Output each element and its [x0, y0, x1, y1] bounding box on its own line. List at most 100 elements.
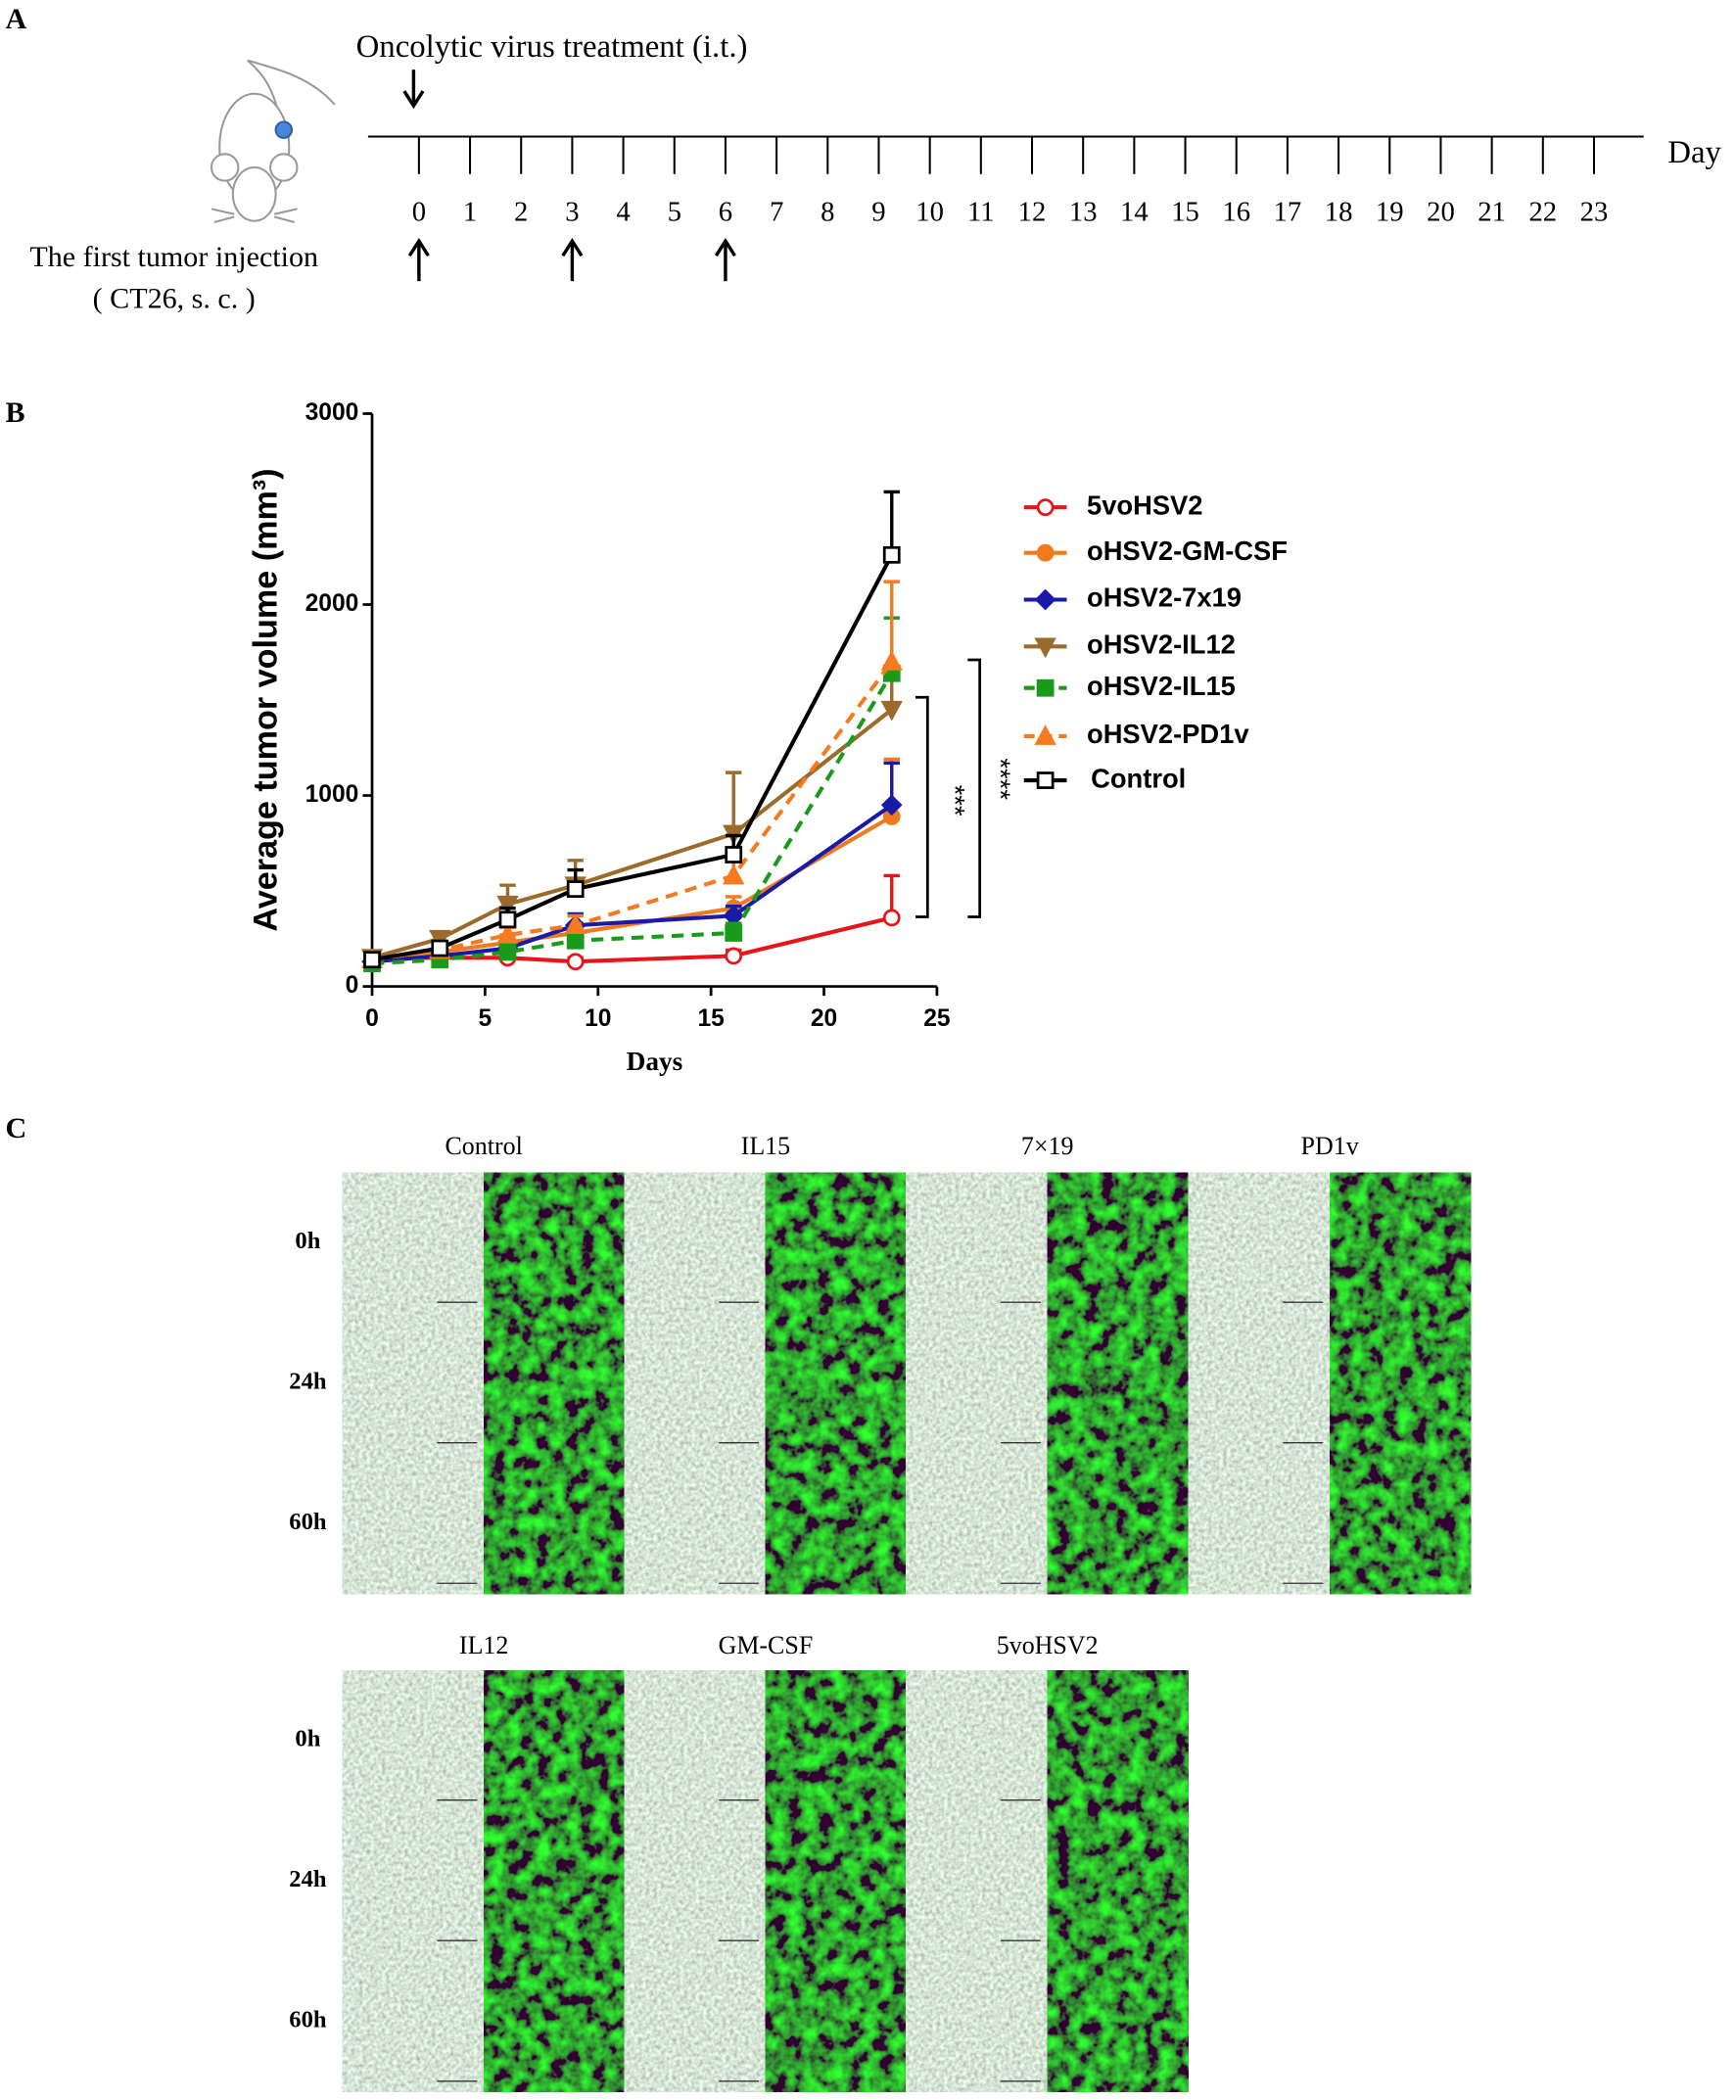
timeline-axis-label: Day [1667, 135, 1721, 170]
legend-marker [1036, 771, 1055, 789]
day-label: 7 [770, 196, 783, 227]
annotation: **** [986, 758, 1016, 800]
treatment-arrow [407, 237, 430, 282]
day-label: 10 [915, 196, 944, 227]
brightfield-image [342, 1313, 485, 1454]
brightfield-image [906, 1313, 1048, 1454]
day-label: 23 [1580, 196, 1609, 227]
day-label: 22 [1528, 196, 1557, 227]
fluorescence-image [1047, 1951, 1189, 2092]
row-label: 24h [289, 1866, 327, 1892]
column-title: IL15 [741, 1132, 790, 1160]
day-label: 19 [1376, 196, 1404, 227]
day-label: 15 [1171, 196, 1199, 227]
y-axis-label: Average tumor volume (mm³) [247, 468, 284, 931]
fluorescence-image [765, 1313, 908, 1454]
brightfield-image [906, 1810, 1048, 1952]
legend-marker [1036, 678, 1055, 697]
marker [723, 863, 745, 885]
significance-brackets [915, 658, 982, 918]
fluorescence-image [1330, 1172, 1472, 1314]
fluorescence-image [1047, 1172, 1189, 1314]
fluorescence-image [484, 1670, 626, 1811]
brightfield-image [342, 1810, 485, 1952]
annotation: *** [940, 785, 970, 817]
injection-detail: ( CT26, s. c. ) [93, 282, 256, 315]
brightfield-image [624, 1172, 766, 1314]
brightfield-image [342, 1951, 485, 2092]
marker [496, 923, 519, 944]
legend-label: Control [1091, 763, 1186, 793]
error-bar [883, 580, 900, 663]
arrow-head [407, 237, 430, 257]
legend-label: oHSV2-7x19 [1087, 583, 1242, 613]
fluorescence-image [1047, 1810, 1189, 1952]
x-tick-label: 10 [585, 1005, 611, 1032]
day-label: 2 [514, 196, 528, 227]
series-line [371, 672, 894, 966]
day-label: 17 [1274, 196, 1302, 227]
fluorescence-image [484, 1313, 626, 1454]
x-tick-label: 5 [479, 1005, 493, 1032]
marker [564, 913, 586, 935]
series-line [371, 803, 893, 964]
legend-marker [1034, 588, 1056, 611]
timeline-title: Oncolytic virus treatment (i.t.) [356, 29, 748, 65]
day-label: 1 [463, 196, 477, 227]
row-label: 24h [289, 1369, 327, 1395]
marker [363, 951, 381, 969]
brightfield-image [342, 1453, 485, 1595]
marker [880, 794, 903, 817]
legend-label: oHSV2-PD1v [1087, 719, 1249, 749]
column-title: 7×19 [1021, 1132, 1074, 1160]
fluorescence-image [765, 1810, 908, 1952]
treatment-arrow [561, 237, 584, 282]
brightfield-image [342, 1670, 485, 1811]
day-label: 18 [1325, 196, 1353, 227]
marker [880, 650, 903, 671]
day-label: 12 [1018, 196, 1047, 227]
y-tick-label: 1000 [305, 781, 359, 808]
brightfield-image [906, 1951, 1048, 2092]
marker [725, 947, 743, 965]
fluorescence-image [484, 1453, 626, 1595]
legend-marker [1034, 724, 1056, 745]
column-title: PD1v [1301, 1132, 1359, 1160]
brightfield-image [1188, 1313, 1331, 1454]
panel-label: A [5, 2, 26, 35]
day-label: 6 [719, 196, 732, 227]
injection-label: The first tumor injection [29, 240, 318, 273]
x-tick-label: 0 [365, 1005, 379, 1032]
legend-marker [1036, 498, 1055, 517]
column-title: GM-CSF [719, 1631, 814, 1659]
down-arrow [402, 70, 425, 110]
row-label: 0h [295, 1726, 320, 1752]
marker [566, 953, 585, 971]
fluorescence-image [484, 1172, 626, 1314]
brightfield-image [624, 1810, 766, 1952]
fluorescence-image [765, 1453, 908, 1595]
day-label: 4 [616, 196, 630, 227]
row-label: 0h [295, 1228, 320, 1254]
marker [882, 909, 901, 927]
column-title: 5voHSV2 [997, 1631, 1099, 1659]
brightfield-image [906, 1172, 1048, 1314]
mouse-icon [210, 59, 336, 224]
legend-label: oHSV2-GM-CSF [1087, 536, 1288, 566]
day-label: 13 [1069, 196, 1098, 227]
marker [566, 880, 585, 898]
x-tick-label: 15 [697, 1005, 724, 1032]
fluorescence-image [1330, 1453, 1472, 1595]
day-label: 16 [1222, 196, 1250, 227]
brightfield-image [1188, 1172, 1331, 1314]
treatment-arrow [714, 237, 736, 282]
day-label: 3 [565, 196, 579, 227]
legend-marker [1036, 543, 1055, 562]
y-tick-label: 3000 [305, 399, 359, 426]
y-tick-label: 2000 [305, 590, 359, 617]
arrow-head [714, 237, 736, 257]
day-label: 0 [412, 196, 426, 227]
column-title: Control [445, 1132, 522, 1160]
y-tick-label: 0 [346, 972, 359, 999]
